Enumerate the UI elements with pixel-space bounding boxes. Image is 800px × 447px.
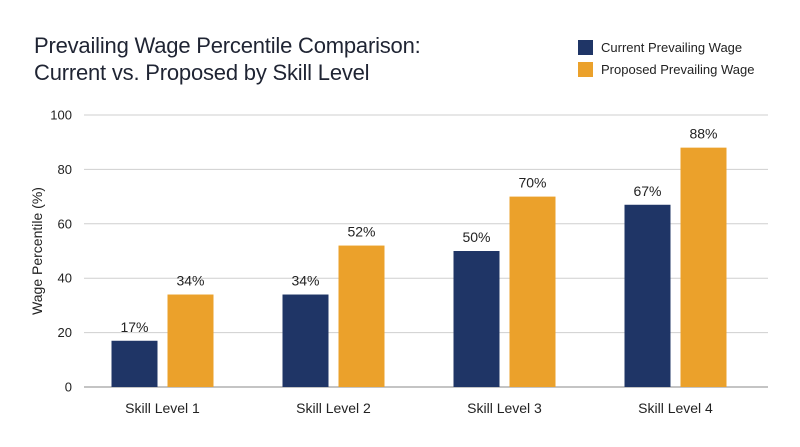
x-tick-label: Skill Level 4 (638, 400, 713, 416)
y-tick-label: 100 (50, 108, 72, 123)
bar-current (453, 251, 500, 387)
bar-proposed (680, 147, 727, 387)
y-tick-label: 60 (58, 216, 72, 231)
bar-proposed (338, 245, 385, 387)
chart-title-line-1: Prevailing Wage Percentile Comparison: (34, 33, 421, 58)
bar-proposed (509, 196, 556, 387)
bar-current (282, 294, 329, 387)
data-label-proposed: 52% (347, 224, 375, 240)
data-label-current: 34% (291, 273, 319, 289)
y-tick-label: 80 (58, 162, 72, 177)
legend-item-current: Current Prevailing Wage (578, 36, 754, 58)
data-label-proposed: 70% (518, 175, 546, 191)
legend-item-proposed: Proposed Prevailing Wage (578, 58, 754, 80)
legend-label-current: Current Prevailing Wage (601, 39, 743, 55)
y-axis-label: Wage Percentile (%) (29, 187, 45, 315)
bar-current (111, 340, 158, 387)
data-label-proposed: 34% (176, 273, 204, 289)
chart-title: Prevailing Wage Percentile Comparison: C… (34, 32, 421, 86)
y-tick-label: 40 (58, 271, 72, 286)
bar-proposed (167, 294, 214, 387)
x-tick-label: Skill Level 3 (467, 400, 542, 416)
data-label-proposed: 88% (689, 126, 717, 142)
legend-swatch-proposed (578, 61, 593, 77)
bar-current (624, 204, 671, 387)
chart-title-line-2: Current vs. Proposed by Skill Level (34, 60, 370, 85)
legend-label-proposed: Proposed Prevailing Wage (601, 61, 755, 77)
data-label-current: 17% (120, 319, 148, 335)
x-tick-label: Skill Level 2 (296, 400, 371, 416)
y-tick-label: 0 (65, 380, 72, 395)
y-tick-label: 20 (58, 325, 72, 340)
data-label-current: 67% (633, 183, 661, 199)
chart-legend: Current Prevailing Wage Proposed Prevail… (578, 36, 754, 80)
legend-swatch-current (578, 39, 593, 55)
x-tick-label: Skill Level 1 (125, 400, 200, 416)
data-label-current: 50% (462, 229, 490, 245)
